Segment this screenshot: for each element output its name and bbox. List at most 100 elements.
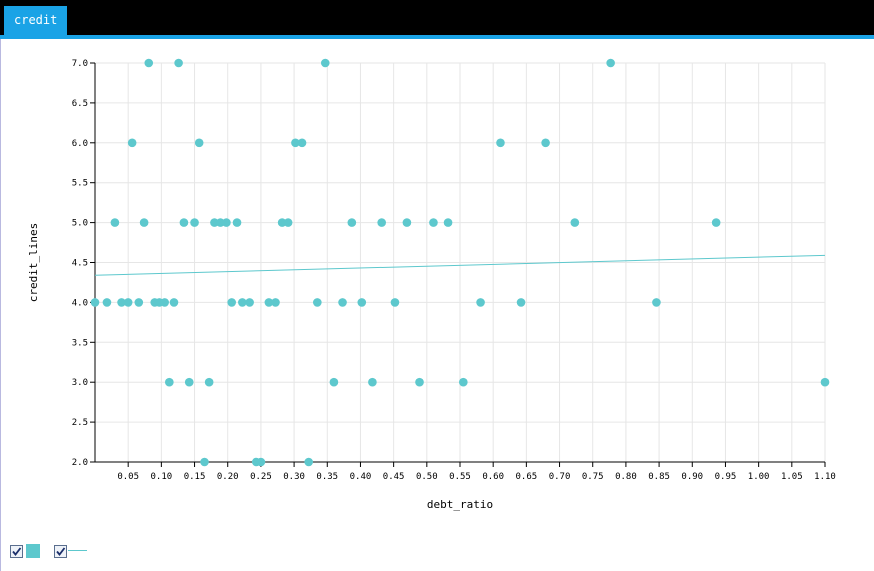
data-point[interactable] [277,218,287,227]
data-point[interactable] [271,298,280,307]
data-point[interactable] [184,377,194,387]
data-point[interactable] [429,218,438,227]
y-tick-label: 2.5 [72,418,88,428]
legend-item-trendline[interactable] [54,543,90,561]
x-tick-label: 1.10 [814,472,836,482]
x-tick-label: 0.80 [615,472,637,482]
data-point[interactable] [117,298,126,307]
data-point[interactable] [90,298,100,307]
tab-credit[interactable]: credit [4,6,68,35]
y-tick-label: 3.5 [72,338,88,348]
data-point[interactable] [194,138,204,148]
data-point[interactable] [144,58,154,68]
data-point[interactable] [264,298,274,307]
data-point[interactable] [165,377,174,387]
data-point[interactable] [357,298,367,307]
data-point[interactable] [476,298,485,307]
data-point[interactable] [320,58,330,68]
data-point[interactable] [179,218,189,227]
data-point[interactable] [711,218,721,227]
x-tick-label: 0.25 [250,472,272,482]
y-tick-label: 2.0 [72,458,88,468]
data-point[interactable] [110,218,120,227]
data-point[interactable] [238,298,247,307]
data-point[interactable] [204,377,214,387]
data-point[interactable] [402,218,412,227]
x-tick-label: 0.55 [449,472,471,482]
y-tick-label: 6.0 [72,139,88,149]
data-point[interactable] [134,298,144,307]
data-point[interactable] [820,377,830,387]
data-point[interactable] [313,298,322,307]
data-point[interactable] [390,298,400,307]
data-point[interactable] [283,218,293,227]
data-point[interactable] [329,377,339,387]
y-tick-label: 6.5 [72,99,88,109]
data-point[interactable] [174,58,183,68]
trend-line [94,254,826,276]
data-point[interactable] [415,377,424,387]
scatter-chart: 0.05 0.10 0.15 0.20 0.25 0.30 0.35 0.40 0.45 0.50… [27,58,836,511]
data-point[interactable] [123,298,133,307]
x-tick-label: 0.85 [648,472,670,482]
x-axis-label: debt_ratio [427,498,493,511]
x-tick-label: 0.50 [416,472,438,482]
data-point[interactable] [368,377,377,387]
data-point[interactable] [127,138,137,148]
y-tick-label: 5.0 [72,219,88,229]
checkbox-checked-icon[interactable] [54,545,67,558]
x-tick-label: 0.40 [350,472,372,482]
x-tick-label: 0.75 [582,472,604,482]
data-point[interactable] [227,298,237,307]
data-point[interactable] [347,218,357,227]
data-point[interactable] [139,218,149,227]
y-tick-label: 7.0 [72,59,88,69]
data-point[interactable] [516,298,526,307]
tab-accent-bar [0,35,874,39]
y-tick-label: 4.5 [72,259,88,269]
data-point[interactable] [652,298,661,307]
data-point[interactable] [541,138,550,148]
y-tick-label: 3.0 [72,378,88,388]
x-tick-label: 1.00 [748,472,770,482]
data-point[interactable] [190,218,199,227]
x-tick-label: 0.05 [117,472,139,482]
x-tick-label: 0.30 [283,472,305,482]
data-point[interactable] [256,457,266,467]
x-tick-label: 0.20 [217,472,239,482]
point-swatch [26,544,40,558]
data-point[interactable] [232,218,242,227]
data-point[interactable] [210,218,219,227]
data-point[interactable] [570,218,580,227]
x-tick-label: 0.10 [151,472,173,482]
data-point[interactable] [245,298,254,307]
x-tick-label: 0.65 [516,472,538,482]
data-point[interactable] [338,298,347,307]
x-tick-label: 0.45 [383,472,405,482]
data-point[interactable] [291,138,300,148]
x-tick-label: 0.95 [715,472,737,482]
x-tick-label: 0.90 [681,472,703,482]
checkbox-checked-icon[interactable] [10,545,23,558]
data-point[interactable] [297,138,307,148]
x-tick-label: 1.05 [781,472,803,482]
x-tick-label: 0.70 [549,472,571,482]
data-point[interactable] [304,457,313,467]
legend-item-points[interactable] [10,543,42,561]
data-point[interactable] [200,457,209,467]
data-point[interactable] [102,298,112,307]
data-point[interactable] [169,298,179,307]
data-point[interactable] [222,218,231,227]
data-point[interactable] [160,298,169,307]
left-border [0,39,1,571]
data-point[interactable] [377,218,386,227]
data-point[interactable] [443,218,453,227]
data-point[interactable] [606,58,615,68]
x-tick-label: 0.15 [184,472,206,482]
data-point[interactable] [496,138,505,148]
trendline-swatch [68,550,87,551]
y-tick-label: 4.0 [72,298,88,308]
data-point[interactable] [216,218,225,227]
top-bar: credit [0,0,874,35]
data-point[interactable] [459,377,468,387]
